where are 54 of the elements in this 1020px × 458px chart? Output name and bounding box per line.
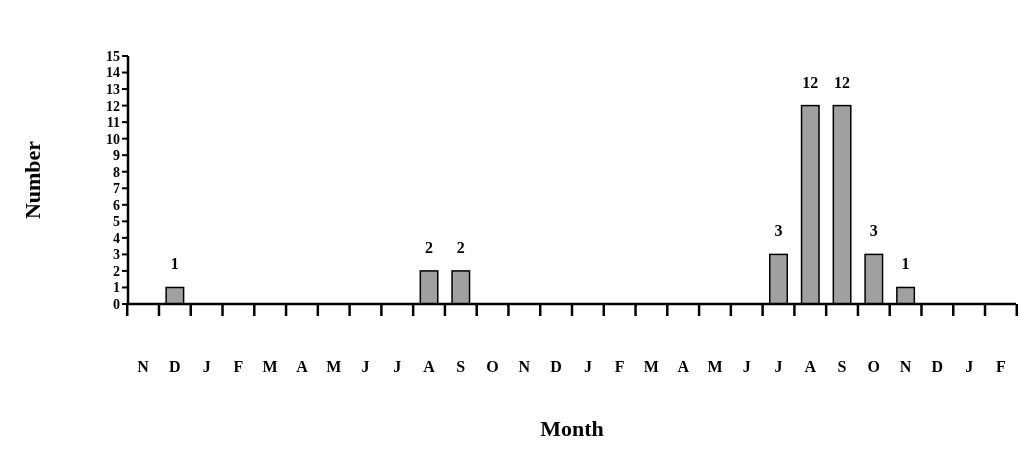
y-tick-label: 12	[106, 98, 120, 114]
x-tick-label: D	[550, 358, 562, 375]
x-tick-label: J	[774, 358, 783, 375]
x-tick-label: M	[262, 358, 278, 375]
data-label: 1	[901, 255, 910, 273]
y-tick-label: 6	[113, 197, 120, 213]
x-tick-label: J	[742, 358, 751, 375]
data-label: 1	[170, 255, 179, 273]
y-tick-label: 4	[113, 230, 120, 246]
x-tick-label: F	[233, 358, 244, 375]
x-tick-label: O	[486, 358, 499, 375]
x-tick-label: M	[326, 358, 342, 375]
x-tick-label: J	[202, 358, 211, 375]
y-tick-label: 5	[113, 214, 120, 230]
x-tick-label: A	[677, 358, 690, 375]
x-tick-label: D	[931, 358, 944, 375]
y-tick-label: 2	[113, 263, 120, 279]
data-label: 12	[834, 73, 851, 91]
data-label: 3	[869, 222, 878, 240]
y-tick-label: 15	[106, 48, 120, 64]
y-tick-label: 0	[113, 296, 120, 312]
x-tick-label: F	[996, 358, 1007, 375]
data-label: 3	[774, 222, 783, 240]
x-tick-label: A	[804, 358, 817, 375]
y-tick-label: 3	[113, 247, 120, 263]
x-tick-label: J	[583, 358, 592, 375]
x-tick-label: M	[643, 358, 659, 375]
x-tick-label: M	[707, 358, 723, 375]
y-axis-title: Number	[20, 140, 45, 220]
x-tick-label: J	[393, 358, 402, 375]
y-tick-label: 10	[106, 131, 120, 147]
y-tick-label: 14	[106, 65, 120, 81]
y-tick-label: 11	[106, 115, 120, 131]
x-tick-label: J	[361, 358, 370, 375]
data-label: 12	[802, 73, 819, 91]
x-tick-label: N	[137, 358, 150, 375]
x-tick-label: J	[965, 358, 974, 375]
x-tick-label: A	[296, 358, 309, 375]
x-tick-label: S	[837, 358, 847, 375]
y-tick-label: 13	[106, 81, 120, 97]
data-label: 2	[425, 238, 434, 256]
x-tick-label: A	[423, 358, 436, 375]
y-tick-label: 1	[113, 280, 120, 296]
x-tick-label: O	[867, 358, 881, 375]
y-tick-label: 9	[113, 148, 120, 164]
x-axis-title: Month	[540, 416, 604, 441]
x-tick-label: S	[456, 358, 466, 375]
x-tick-label: D	[169, 358, 181, 375]
data-label: 2	[456, 238, 465, 256]
x-tick-label: N	[518, 358, 531, 375]
x-tick-label: N	[899, 358, 912, 375]
y-tick-label: 7	[113, 181, 120, 197]
x-tick-label: F	[614, 358, 625, 375]
y-tick-label: 8	[113, 164, 120, 180]
